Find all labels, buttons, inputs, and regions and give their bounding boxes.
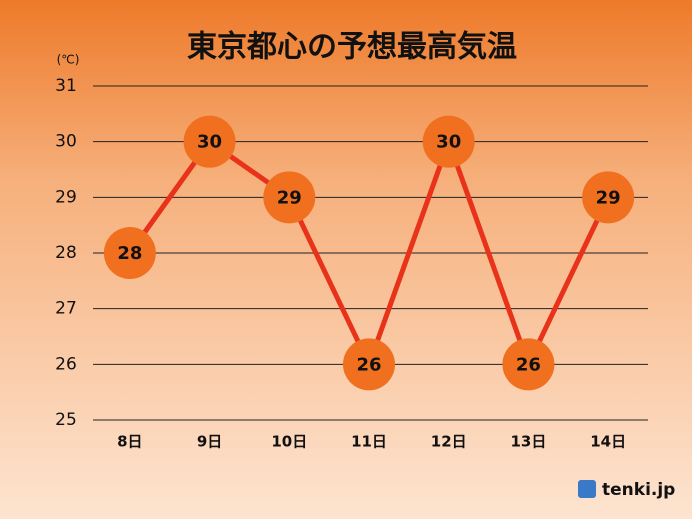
marker (422, 115, 475, 168)
y-tick-label: 27 (55, 299, 77, 319)
x-tick-label: 12日 (431, 433, 467, 451)
data-label: 30 (436, 132, 461, 153)
marker (502, 338, 555, 391)
y-tick-label: 25 (55, 410, 77, 430)
marker (582, 171, 635, 224)
x-tick-label: 8日 (117, 433, 142, 451)
data-label: 29 (596, 187, 621, 208)
x-tick-label: 9日 (197, 433, 222, 451)
y-tick-label: 31 (55, 76, 77, 96)
x-tick-label: 10日 (271, 433, 307, 451)
brand: tenki.jp (602, 480, 675, 500)
marker (103, 227, 156, 279)
y-tick-label: 26 (55, 354, 77, 374)
y-tick-label: 29 (55, 187, 77, 207)
brand-logo: tenki.jp (578, 480, 675, 500)
data-label: 30 (197, 132, 222, 153)
data-label: 26 (356, 354, 381, 375)
unit-label: (℃) (57, 53, 80, 67)
x-tick-label: 11日 (351, 433, 387, 451)
x-tick-label: 14日 (590, 433, 626, 451)
marker (343, 338, 395, 391)
marker (263, 171, 316, 224)
data-label: 29 (277, 187, 302, 208)
marker (183, 115, 236, 168)
logo-icon (578, 480, 596, 498)
data-label: 26 (516, 354, 541, 375)
data-label: 28 (117, 243, 142, 264)
y-tick-label: 30 (55, 132, 77, 152)
y-tick-label: 28 (55, 243, 77, 263)
chart-title: 東京都心の予想最高気温 (187, 30, 517, 65)
x-tick-label: 13日 (510, 433, 546, 451)
